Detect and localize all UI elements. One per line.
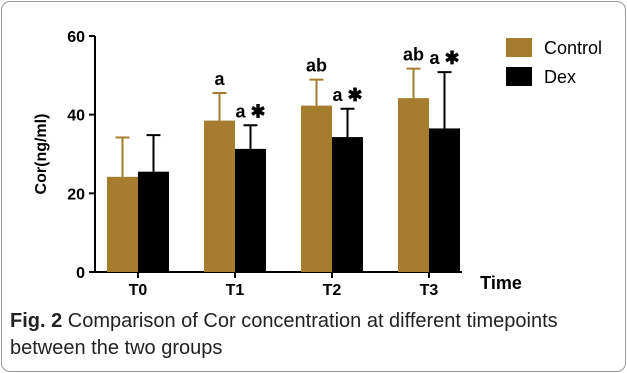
- x-axis-title: Time: [480, 273, 522, 293]
- y-tick-label: 0: [76, 265, 85, 282]
- significance-label: a ✱: [235, 101, 265, 121]
- x-tick-label: T3: [420, 282, 439, 299]
- caption-text: Comparison of Cor concentration at diffe…: [10, 310, 558, 359]
- bar-dex-t0: [138, 171, 169, 272]
- significance-label: a: [214, 69, 225, 89]
- x-tick-label: T0: [129, 282, 148, 299]
- legend-label-control: Control: [544, 38, 602, 58]
- y-tick-label: 40: [67, 108, 85, 125]
- significance-label: a ✱: [429, 48, 459, 68]
- significance-label: a ✱: [332, 85, 362, 105]
- legend-swatch-control: [506, 38, 532, 57]
- figure-caption: Fig. 2 Comparison of Cor concentration a…: [10, 308, 618, 362]
- y-axis-title: Cor(ng/ml): [33, 114, 50, 195]
- figure-label: Fig. 2: [10, 310, 63, 332]
- significance-label: ab: [306, 56, 327, 76]
- significance-label: ab: [403, 45, 424, 65]
- y-tick-label: 60: [67, 29, 85, 46]
- legend-label-dex: Dex: [544, 67, 576, 87]
- bar-dex-t3: [429, 128, 460, 272]
- x-tick-label: T2: [323, 282, 342, 299]
- bar-control-t2: [301, 105, 332, 273]
- y-tick-label: 20: [67, 186, 85, 203]
- bar-chart: 0 20 40 60 Cor(ng/ml) T0 a a ✱ T1 ab a ✱ T2 ab a ✱ T3 T…: [2, 2, 625, 302]
- bar-dex-t2: [332, 137, 363, 272]
- bar-control-t0: [107, 176, 138, 272]
- bar-dex-t1: [235, 148, 266, 272]
- legend-swatch-dex: [506, 67, 532, 86]
- x-tick-label: T1: [226, 282, 245, 299]
- bar-control-t3: [398, 98, 429, 272]
- bar-control-t1: [204, 120, 235, 272]
